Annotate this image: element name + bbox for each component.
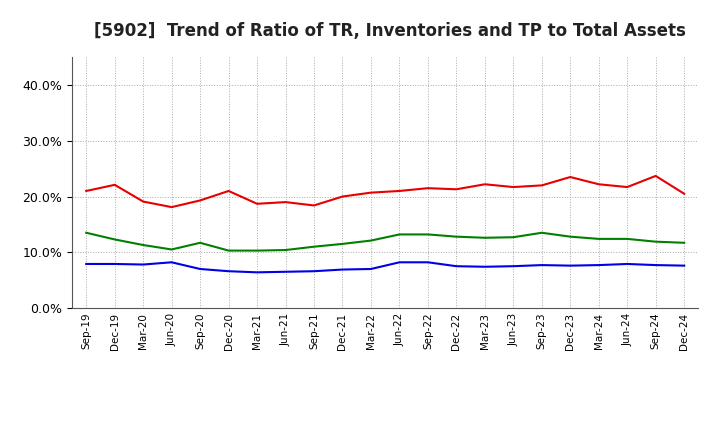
Trade Receivables (509, 184, 518, 190)
Trade Payables (139, 242, 148, 248)
Inventories (423, 260, 432, 265)
Line: Trade Receivables: Trade Receivables (86, 176, 684, 207)
Inventories (395, 260, 404, 265)
Inventories (623, 261, 631, 267)
Text: [5902]  Trend of Ratio of TR, Inventories and TP to Total Assets: [5902] Trend of Ratio of TR, Inventories… (94, 22, 685, 40)
Trade Payables (480, 235, 489, 240)
Inventories (595, 262, 603, 268)
Trade Payables (652, 239, 660, 244)
Trade Payables (537, 230, 546, 235)
Trade Payables (225, 248, 233, 253)
Trade Payables (452, 234, 461, 239)
Trade Receivables (196, 198, 204, 203)
Trade Payables (282, 247, 290, 253)
Trade Receivables (167, 205, 176, 210)
Trade Receivables (110, 182, 119, 187)
Trade Receivables (253, 201, 261, 206)
Trade Receivables (595, 182, 603, 187)
Inventories (366, 266, 375, 271)
Trade Payables (680, 240, 688, 246)
Trade Receivables (652, 173, 660, 179)
Inventories (110, 261, 119, 267)
Trade Receivables (423, 186, 432, 191)
Trade Payables (623, 236, 631, 242)
Inventories (282, 269, 290, 275)
Trade Receivables (139, 199, 148, 204)
Trade Payables (253, 248, 261, 253)
Trade Receivables (310, 203, 318, 208)
Inventories (225, 268, 233, 274)
Trade Receivables (480, 182, 489, 187)
Line: Inventories: Inventories (86, 262, 684, 272)
Trade Payables (366, 238, 375, 243)
Trade Receivables (338, 194, 347, 199)
Inventories (452, 264, 461, 269)
Line: Trade Payables: Trade Payables (86, 233, 684, 251)
Inventories (566, 263, 575, 268)
Inventories (167, 260, 176, 265)
Trade Payables (338, 241, 347, 246)
Inventories (196, 266, 204, 271)
Inventories (537, 262, 546, 268)
Trade Payables (167, 247, 176, 252)
Trade Receivables (452, 187, 461, 192)
Trade Payables (82, 230, 91, 235)
Trade Receivables (225, 188, 233, 194)
Trade Receivables (366, 190, 375, 195)
Trade Receivables (282, 199, 290, 205)
Trade Payables (423, 232, 432, 237)
Trade Receivables (566, 174, 575, 180)
Inventories (652, 262, 660, 268)
Trade Payables (595, 236, 603, 242)
Trade Receivables (537, 183, 546, 188)
Inventories (480, 264, 489, 269)
Trade Receivables (623, 184, 631, 190)
Inventories (338, 267, 347, 272)
Trade Receivables (395, 188, 404, 194)
Inventories (139, 262, 148, 267)
Trade Payables (395, 232, 404, 237)
Inventories (680, 263, 688, 268)
Trade Payables (196, 240, 204, 246)
Inventories (509, 264, 518, 269)
Inventories (310, 268, 318, 274)
Trade Payables (110, 237, 119, 242)
Trade Payables (566, 234, 575, 239)
Trade Receivables (82, 188, 91, 194)
Inventories (253, 270, 261, 275)
Trade Payables (310, 244, 318, 249)
Trade Receivables (680, 191, 688, 196)
Trade Payables (509, 235, 518, 240)
Inventories (82, 261, 91, 267)
